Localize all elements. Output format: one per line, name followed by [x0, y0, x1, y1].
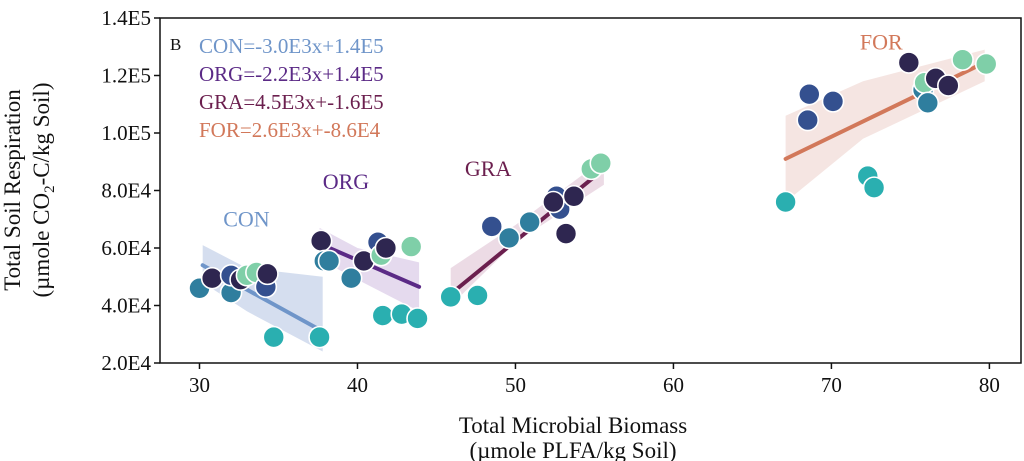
- con-data-point: [262, 325, 286, 349]
- gra-data-point: [554, 222, 578, 245]
- y-axis-title-line2: (µmole CO2-C/kg Soil): [29, 83, 58, 298]
- org-data-point: [339, 266, 363, 290]
- con-series-label: CON: [223, 206, 270, 231]
- for-data-point: [951, 48, 974, 71]
- gra-data-point: [480, 215, 504, 238]
- y-axis-title: Total Soil Respiration (µmole CO2-C/kg S…: [0, 83, 58, 298]
- y-axis-title-line1: Total Soil Respiration: [0, 89, 25, 291]
- gra-data-point: [589, 151, 613, 175]
- y-tick-label: 6.0E4: [101, 236, 151, 260]
- for-data-point: [798, 82, 821, 106]
- gra-data-point: [542, 190, 565, 214]
- x-axis-title-line2: (µmole PLFA/kg Soil): [469, 438, 676, 461]
- series-labels: CON ORG GRA FOR: [223, 30, 903, 232]
- legend-entry-2: GRA=4.5E3x+-1.6E5: [199, 90, 384, 114]
- org-data-point: [399, 235, 423, 258]
- gra-data-point: [497, 226, 521, 250]
- gra-series-label: GRA: [465, 156, 512, 181]
- x-tick-label: 70: [821, 373, 842, 397]
- y-tick-label: 1.2E5: [101, 64, 151, 88]
- con-data-point: [256, 262, 279, 286]
- y-axis-title-subscript: 2: [42, 185, 58, 193]
- y-axis-title-line2-end: -C/kg Soil): [29, 83, 54, 186]
- legend-entry-1: ORG=-2.2E3x+1.4E5: [199, 62, 384, 86]
- for-data-point: [974, 52, 998, 76]
- panel-label: B: [170, 35, 181, 54]
- for-series-label: FOR: [860, 30, 903, 55]
- org-series-label: ORG: [323, 169, 370, 194]
- axes: 30 40 50 60 70 80 2.0E4 4.0E4 6.0E4 8.0E4 1.0E5 1.2…: [101, 6, 1022, 397]
- y-tick-label: 1.0E5: [101, 121, 151, 145]
- for-data-point: [774, 190, 797, 214]
- legend-entry-0: CON=-3.0E3x+1.4E5: [199, 34, 384, 58]
- gra-data-point: [562, 184, 586, 208]
- data-points: [188, 48, 998, 349]
- x-tick-label: 60: [663, 373, 684, 397]
- org-data-point: [371, 304, 395, 327]
- x-tick-label: 80: [979, 373, 1000, 397]
- org-data-point: [309, 229, 333, 253]
- org-data-point: [406, 307, 429, 330]
- y-tick-label: 2.0E4: [101, 351, 151, 375]
- for-data-point: [897, 51, 921, 74]
- for-data-point: [821, 90, 845, 113]
- y-tick-label: 4.0E4: [101, 294, 151, 318]
- con-data-point: [200, 266, 224, 290]
- org-data-point: [374, 236, 398, 260]
- for-data-point: [916, 91, 940, 115]
- con-data-point: [308, 325, 331, 349]
- gra-data-point: [439, 285, 462, 309]
- x-axis-title-line1: Total Microbial Biomass: [459, 413, 687, 438]
- for-data-point: [796, 108, 820, 132]
- x-tick-label: 50: [505, 373, 526, 397]
- for-data-point: [862, 176, 886, 199]
- y-axis-title-line2-start: (µmole CO: [29, 193, 54, 298]
- for-data-point: [937, 74, 960, 97]
- y-tick-label: 1.4E5: [101, 6, 151, 30]
- legend-entry-3: FOR=2.6E3x+-8.6E4: [199, 118, 381, 142]
- org-data-point: [317, 249, 341, 273]
- x-tick-label: 40: [347, 373, 368, 397]
- gra-data-point: [518, 210, 541, 234]
- legend: CON=-3.0E3x+1.4E5 ORG=-2.2E3x+1.4E5 GRA=4.…: [199, 34, 384, 142]
- y-tick-label: 8.0E4: [101, 179, 151, 203]
- x-tick-label: 30: [189, 373, 210, 397]
- gra-data-point: [466, 284, 489, 307]
